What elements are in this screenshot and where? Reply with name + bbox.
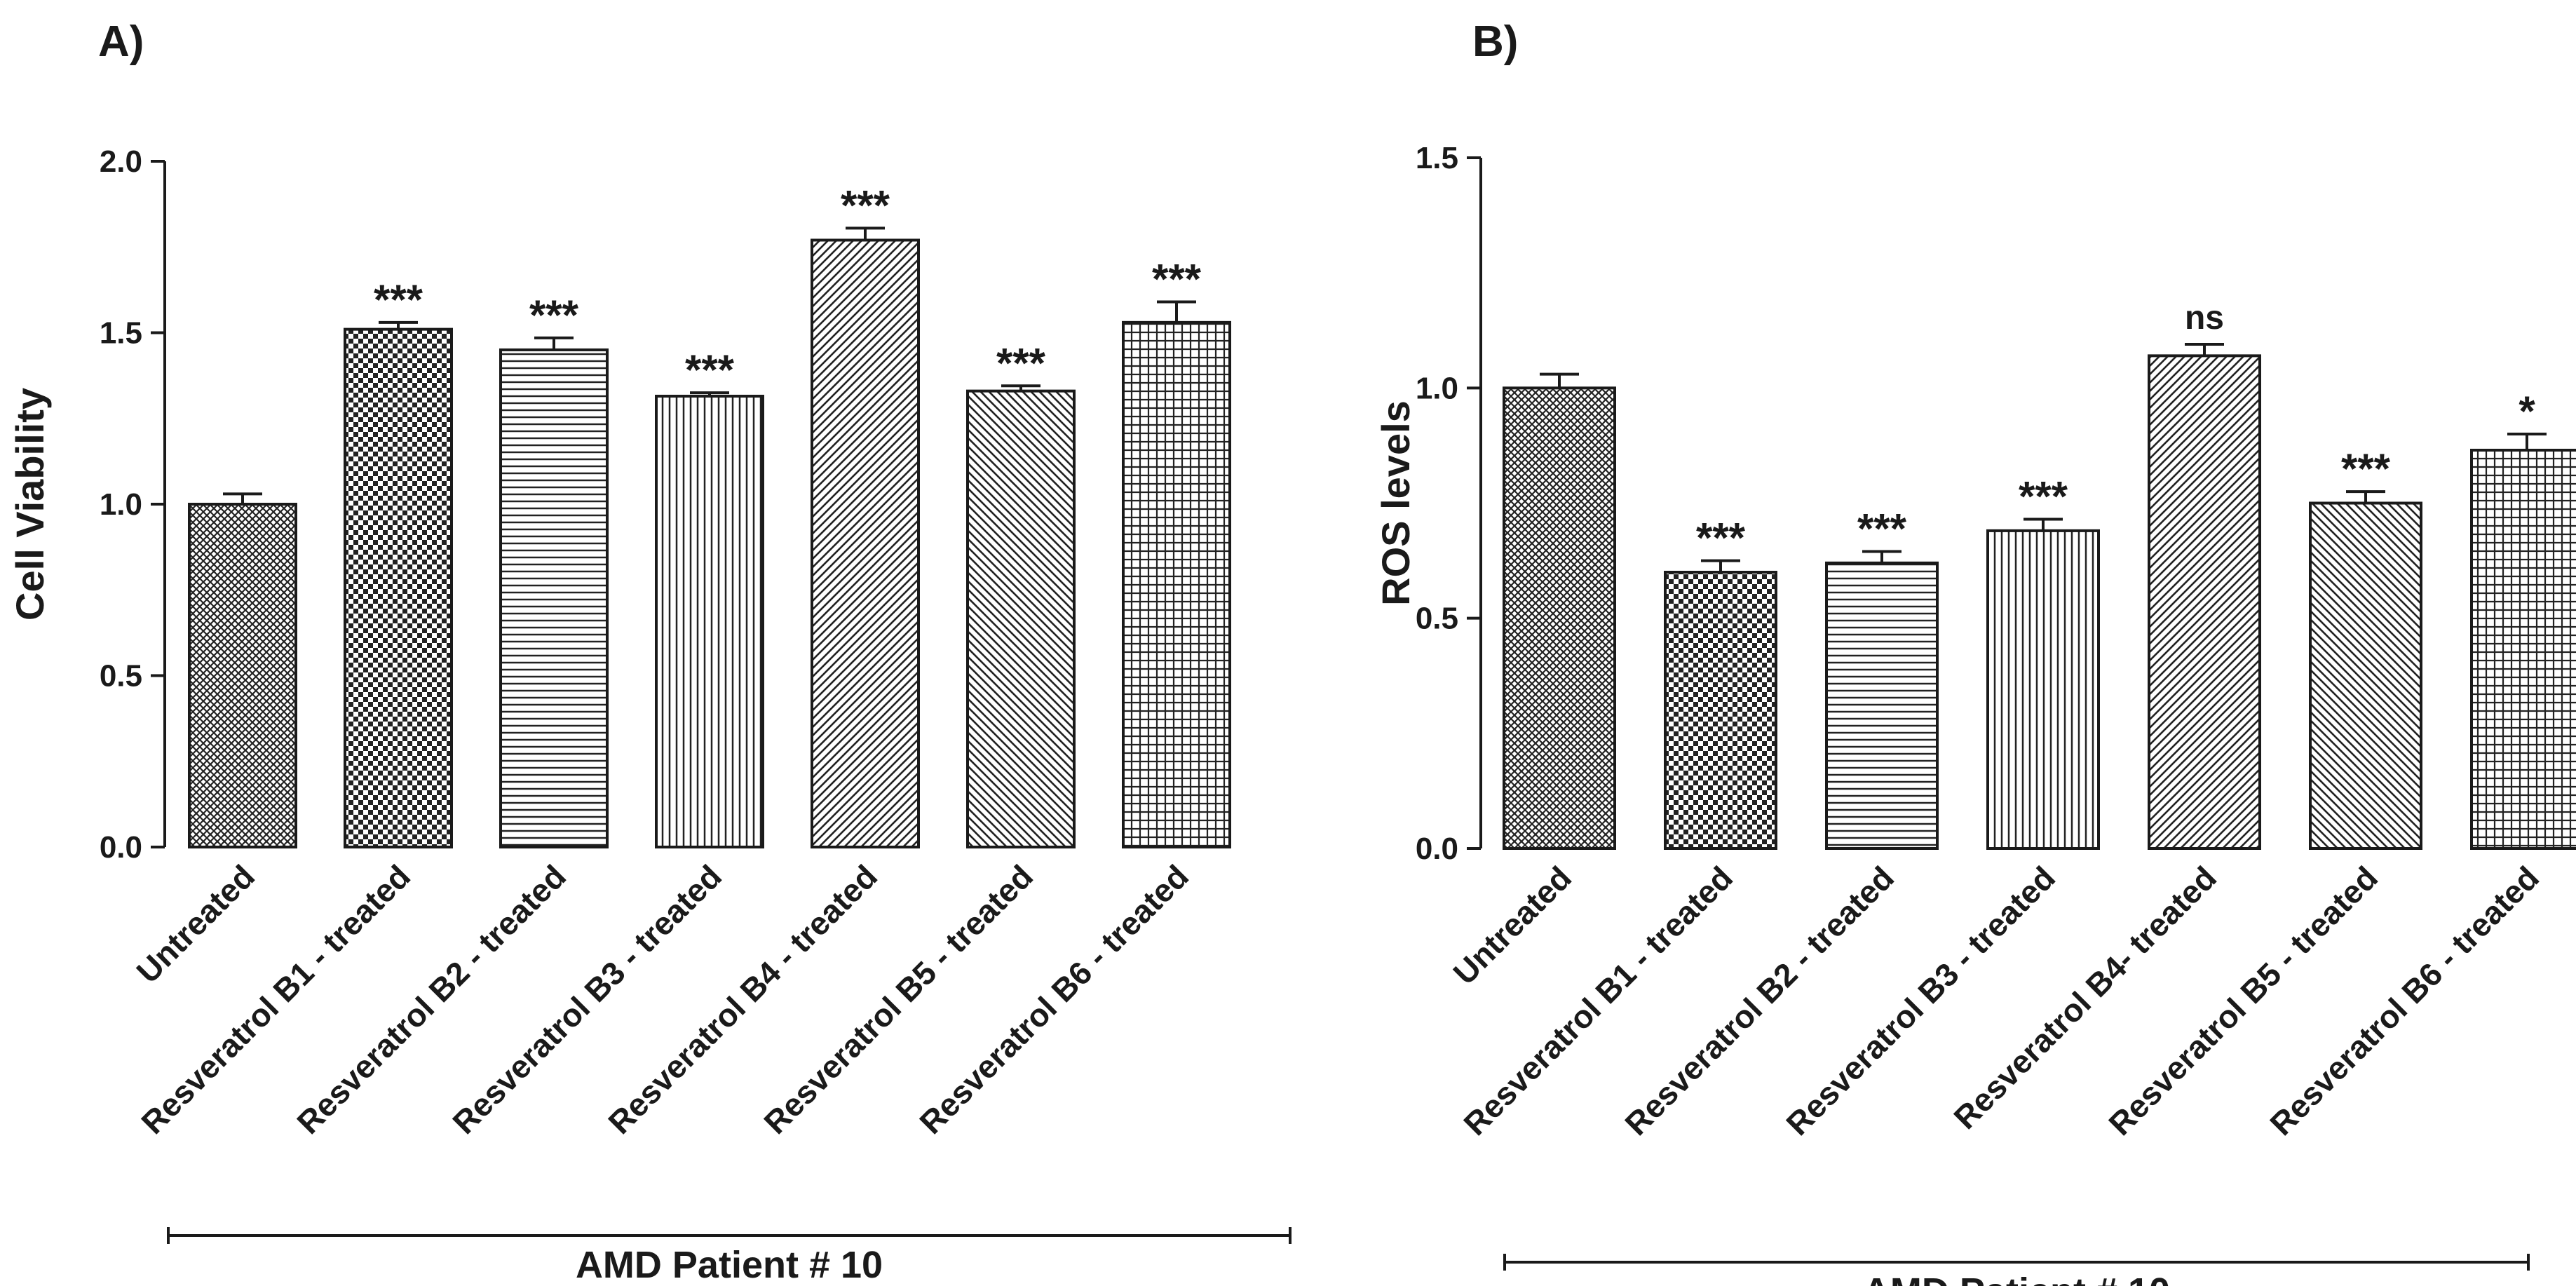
significance-label: ns — [2185, 299, 2224, 337]
x-tick-label: Resveratrol B2 - treated — [1618, 859, 1901, 1142]
bar — [188, 503, 297, 848]
y-tick-label: 0.0 — [1416, 832, 1458, 866]
x-tick-label: Resveratrol B1 - treated — [134, 858, 417, 1141]
x-tick-label: Resveratrol B1 - treated — [1456, 859, 1740, 1142]
bar — [1503, 386, 1616, 850]
bar — [811, 238, 920, 849]
bar — [2470, 448, 2576, 850]
y-tick-label: 2.0 — [100, 144, 142, 179]
bar — [655, 394, 764, 848]
x-tick-label: Resveratrol B3 - treated — [445, 858, 728, 1141]
x-tick-label: Untreated — [129, 858, 262, 990]
x-tick-label: Resveratrol B5 - treated — [2101, 859, 2385, 1142]
group-label: AMD Patient # 10 — [576, 1244, 883, 1286]
bar — [966, 389, 1076, 848]
significance-label: *** — [1857, 505, 1907, 552]
x-tick-label: Resveratrol B4 - treated — [601, 858, 884, 1141]
significance-label: *** — [1152, 255, 1202, 302]
bar — [499, 348, 609, 848]
y-tick-label: 1.0 — [1416, 371, 1458, 405]
bar — [1122, 320, 1231, 848]
y-tick-label: 0.0 — [100, 830, 142, 865]
y-axis-title: ROS levels — [1374, 400, 1418, 606]
y-tick-label: 1.5 — [1416, 141, 1458, 175]
bar — [1825, 561, 1939, 850]
x-tick-label: Resveratrol B4- treated — [1946, 859, 2223, 1136]
x-tick-label: Resveratrol B3 - treated — [1779, 859, 2062, 1142]
y-tick-label: 1.0 — [100, 487, 142, 522]
bar — [1986, 529, 2100, 851]
chart-panel-b: B) 0.0 0.5 1.0 1.5 ROS levels Untreated *** Resv… — [1374, 18, 2576, 1286]
group-label: AMD Patient # 10 — [1863, 1271, 2170, 1286]
y-tick-label: 1.5 — [100, 316, 142, 351]
y-axis-title: Cell Viability — [8, 388, 52, 621]
significance-label: *** — [374, 276, 423, 323]
y-tick-label: 0.5 — [100, 659, 142, 693]
x-tick-label: Untreated — [1446, 859, 1578, 991]
panel-label: A) — [98, 18, 144, 66]
significance-label: *** — [996, 339, 1046, 386]
panel-label: B) — [1472, 18, 1518, 66]
y-tick-label: 0.5 — [1416, 602, 1458, 636]
x-tick-label: Resveratrol B6 - treated — [2263, 859, 2546, 1142]
bar — [1664, 571, 1777, 850]
significance-label: *** — [2019, 473, 2068, 520]
x-tick-label: Resveratrol B6 - treated — [912, 858, 1195, 1141]
bar — [344, 327, 453, 848]
chart-panel-a: A) 0.0 0.5 1.0 1.5 2.0 Cell Viability Untreated… — [8, 18, 1292, 1286]
significance-label: * — [2519, 388, 2535, 435]
significance-label: *** — [1696, 515, 1746, 562]
bar — [2309, 501, 2422, 850]
bar — [2148, 354, 2261, 851]
significance-label: *** — [841, 182, 890, 229]
significance-label: *** — [685, 346, 735, 393]
significance-label: *** — [2341, 445, 2391, 492]
x-tick-label: Resveratrol B2 - treated — [290, 858, 573, 1141]
x-tick-label: Resveratrol B5 - treated — [757, 858, 1040, 1141]
significance-label: *** — [529, 292, 579, 339]
